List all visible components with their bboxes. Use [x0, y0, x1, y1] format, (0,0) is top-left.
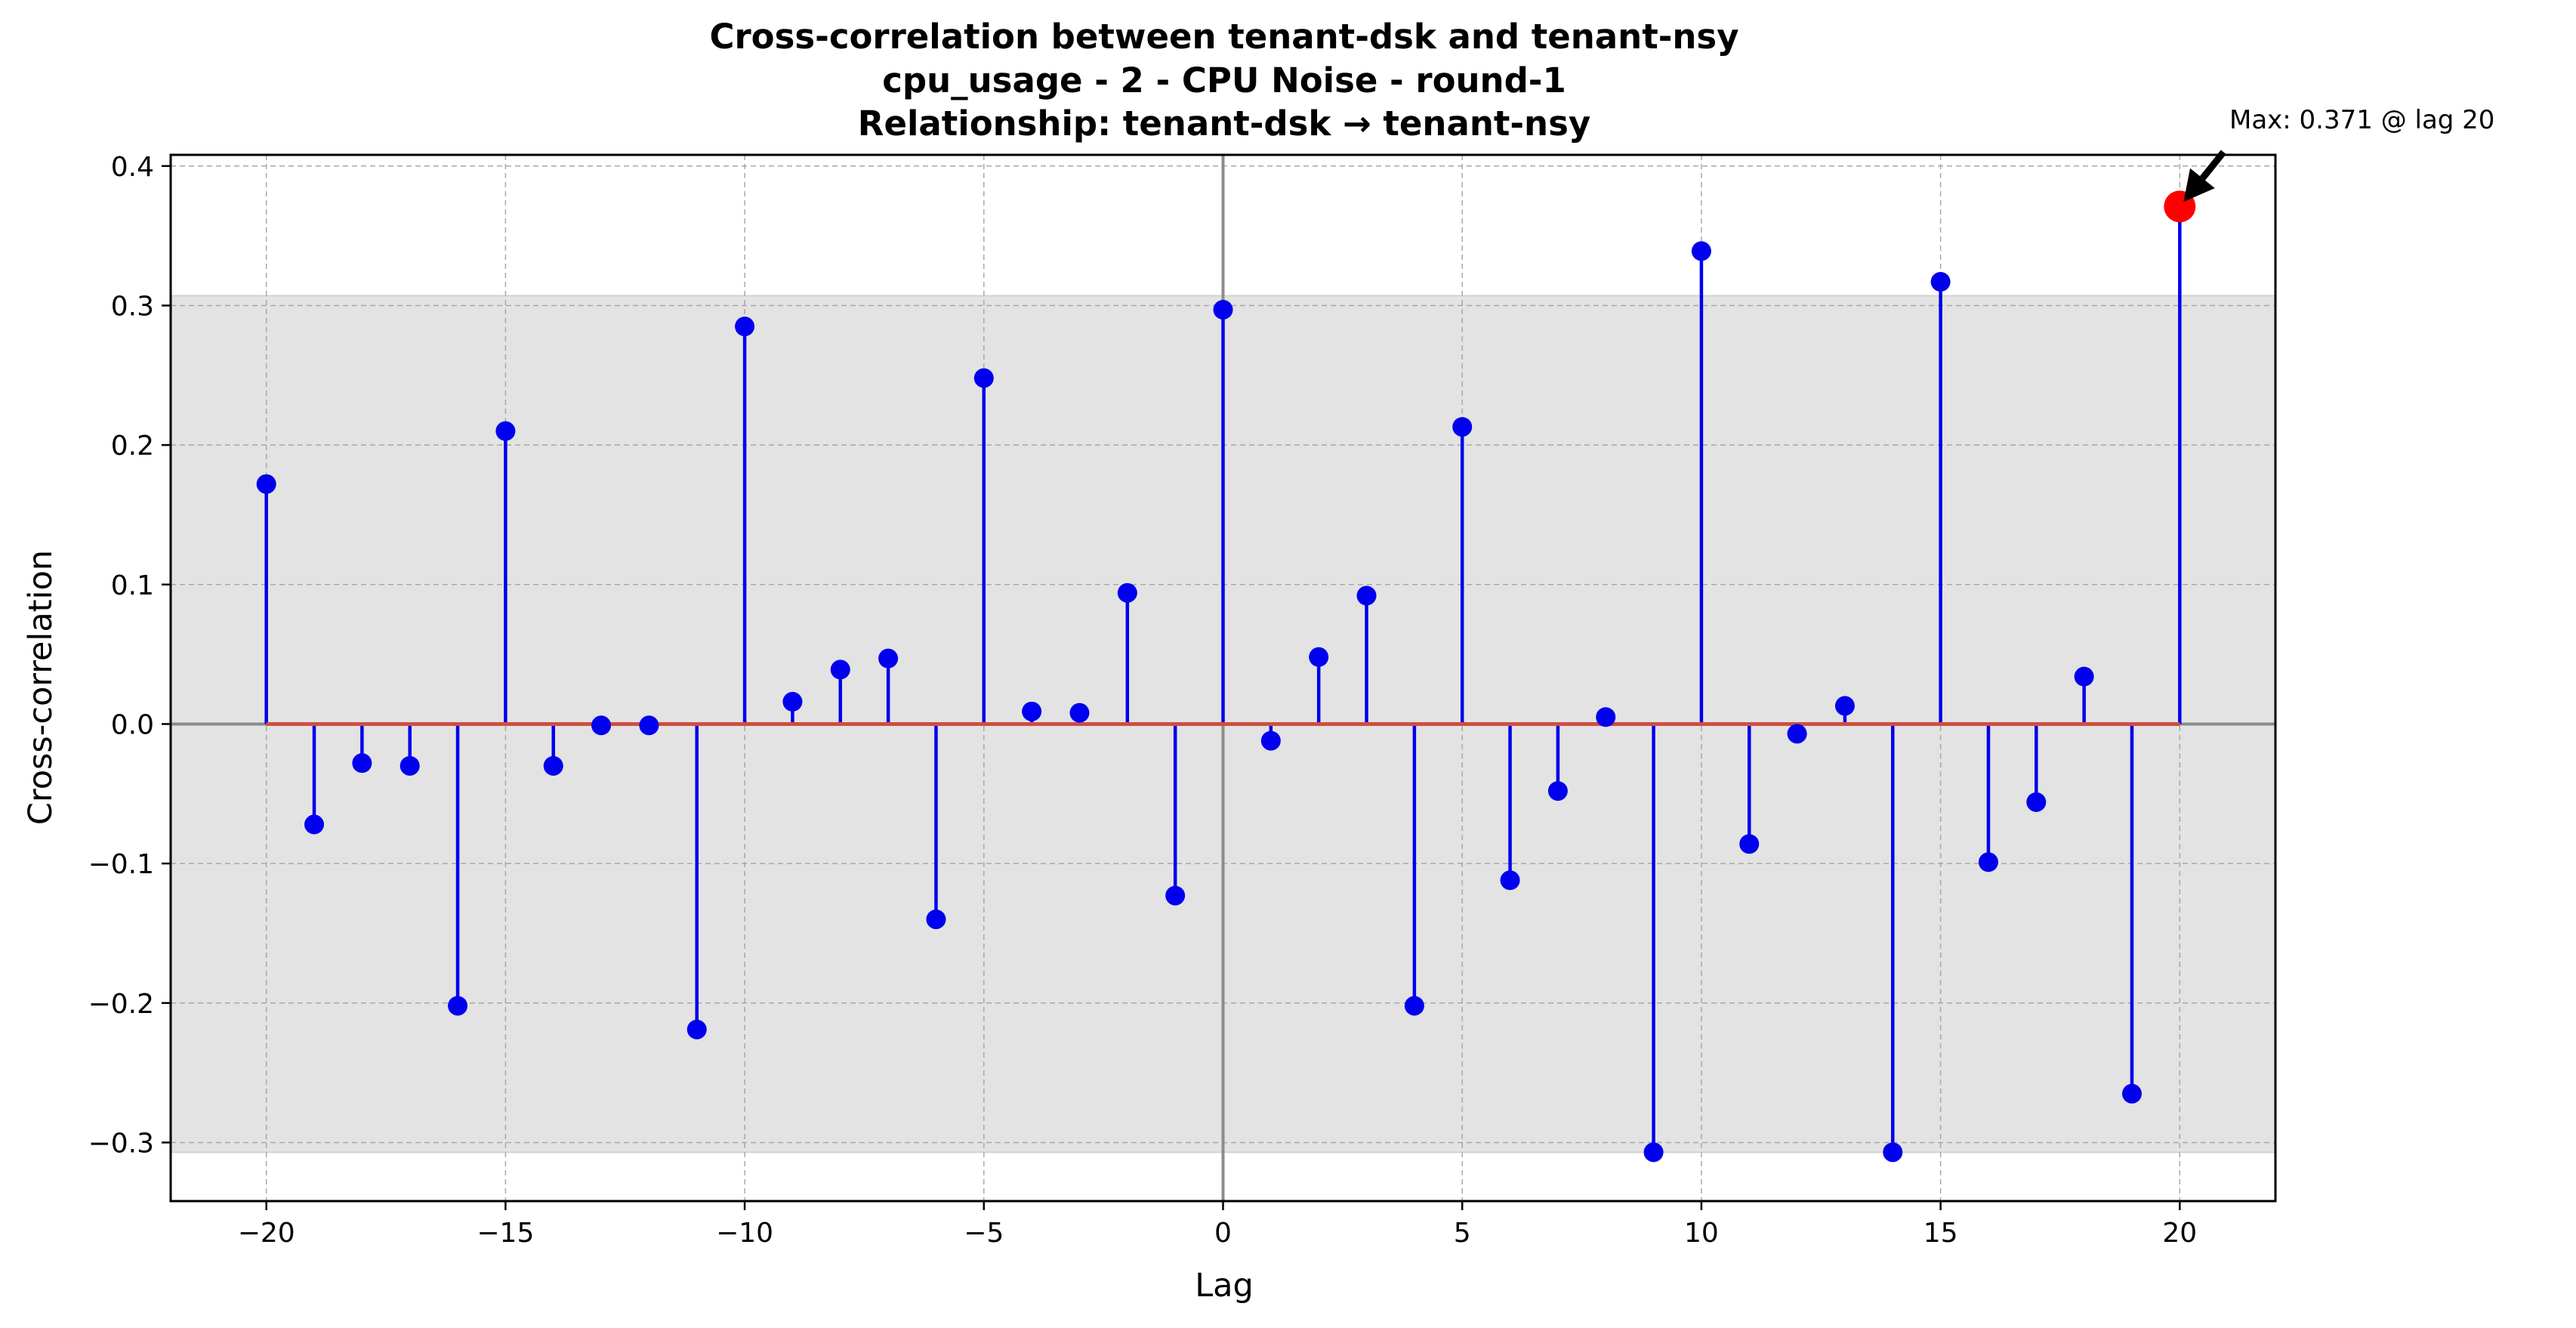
data-point [448, 996, 468, 1016]
data-point [878, 648, 899, 669]
data-point [639, 715, 659, 736]
x-tick-label: 10 [1684, 1218, 1719, 1249]
data-point [2121, 1083, 2142, 1104]
x-axis-label: Lag [1195, 1267, 1254, 1305]
data-point [1596, 707, 1616, 727]
data-point [1691, 241, 1711, 261]
x-tick-label: 5 [1454, 1218, 1471, 1249]
data-point [495, 421, 516, 441]
annotation-arrow-shaft [2199, 150, 2226, 181]
data-point [400, 755, 420, 776]
max-annotation-label: Max: 0.371 @ lag 20 [2229, 105, 2494, 135]
data-point [1739, 834, 1760, 854]
chart-title-line-1: Cross-correlation between tenant-dsk and… [709, 17, 1738, 57]
x-axis-ticks: −20 −15 −10 −5 0 5 10 15 20 [238, 1201, 2197, 1249]
y-tick-label: 0.0 [111, 709, 154, 740]
data-point [1165, 885, 1186, 906]
data-point [591, 715, 612, 736]
data-point [782, 691, 803, 712]
x-tick-label: −10 [716, 1218, 773, 1249]
y-tick-label: 0.4 [111, 152, 154, 183]
data-point [830, 659, 850, 680]
data-point [1500, 870, 1520, 891]
data-point [1069, 703, 1090, 723]
data-point [2074, 666, 2094, 687]
y-tick-label: −0.2 [88, 989, 154, 1020]
data-point [1930, 272, 1951, 292]
data-point [1452, 417, 1473, 437]
data-point [1547, 781, 1568, 801]
y-axis-ticks: −0.3 −0.2 −0.1 0.0 0.1 0.2 0.3 0.4 [88, 152, 171, 1159]
data-point [1787, 724, 1807, 744]
data-point [1883, 1142, 1903, 1163]
x-tick-label: −5 [964, 1218, 1004, 1249]
x-tick-label: 15 [1924, 1218, 1958, 1249]
x-tick-label: 20 [2162, 1218, 2197, 1249]
annotation-layer: Max: 0.371 @ lag 20 [2164, 105, 2494, 223]
data-point [2026, 792, 2047, 812]
data-point [352, 753, 372, 774]
chart-title-line-2: cpu_usage - 2 - CPU Noise - round-1 [882, 60, 1566, 100]
data-point [1356, 585, 1377, 606]
data-point [926, 909, 946, 929]
data-point [1117, 582, 1137, 603]
data-point [1834, 696, 1855, 716]
data-point [686, 1019, 707, 1039]
y-tick-label: −0.3 [88, 1128, 154, 1159]
y-tick-label: 0.3 [111, 291, 154, 322]
data-point [304, 814, 325, 835]
x-tick-label: −20 [238, 1218, 295, 1249]
data-point [1404, 996, 1424, 1016]
x-tick-label: −15 [477, 1218, 534, 1249]
data-point [735, 317, 755, 337]
chart-title-line-3: Relationship: tenant-dsk → tenant-nsy [858, 103, 1590, 144]
data-point [1309, 647, 1329, 667]
data-point [256, 474, 276, 494]
y-tick-label: 0.1 [111, 570, 154, 601]
data-point [543, 755, 563, 776]
data-point [1260, 730, 1281, 751]
y-axis-label: Cross-correlation [22, 550, 60, 825]
data-point [1022, 701, 1042, 721]
x-tick-label: 0 [1214, 1218, 1232, 1249]
annotation-arrow-head [2183, 168, 2215, 202]
data-point [1213, 299, 1233, 320]
data-point [1643, 1142, 1664, 1163]
data-point [973, 368, 994, 388]
y-tick-label: 0.2 [111, 431, 154, 462]
data-point [1978, 852, 1998, 872]
y-tick-label: −0.1 [88, 849, 154, 880]
